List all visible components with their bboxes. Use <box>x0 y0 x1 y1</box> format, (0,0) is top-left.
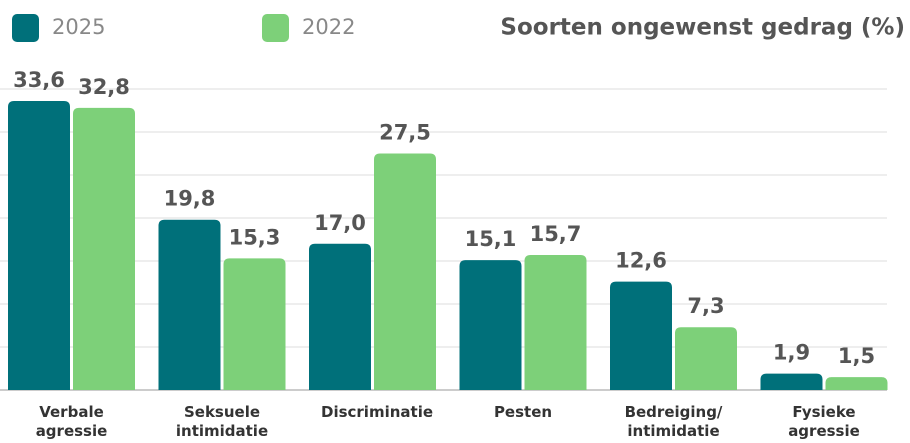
x-tick-label-box: Seksuele intimidatie <box>175 403 269 440</box>
bar <box>760 373 823 390</box>
bar <box>309 243 371 390</box>
bar <box>524 254 587 390</box>
value-label: 1,9 <box>773 341 810 365</box>
x-tick-label-box: Verbale agressie <box>35 403 108 440</box>
bar <box>610 281 672 390</box>
bar <box>223 258 286 390</box>
value-label: 15,7 <box>530 222 582 246</box>
legend-label: 2025 <box>52 15 105 39</box>
value-label: 15,1 <box>465 227 517 251</box>
legend-swatch <box>262 14 289 42</box>
x-tick-label-box: Fysieke agressie <box>788 403 860 440</box>
bar <box>825 377 888 390</box>
value-label: 17,0 <box>314 211 366 235</box>
bar <box>374 153 436 390</box>
value-label: 15,3 <box>229 225 281 249</box>
bar <box>675 327 737 390</box>
legend-label: 2022 <box>302 15 355 39</box>
x-tick-label: Verbale agressie <box>35 403 108 440</box>
value-label: 27,5 <box>379 121 431 145</box>
bar <box>158 219 221 390</box>
x-tick-label: Pesten <box>493 403 553 421</box>
value-label: 32,8 <box>78 75 130 99</box>
bar <box>73 107 135 391</box>
value-label: 7,3 <box>687 294 724 318</box>
legend-swatch <box>12 14 39 42</box>
x-tick-label: Seksuele intimidatie <box>175 403 269 440</box>
value-label: 1,5 <box>838 344 875 368</box>
bar <box>8 101 70 390</box>
x-tick-label-box: Bedreiging/ intimidatie <box>624 403 723 440</box>
x-tick-label: Bedreiging/ intimidatie <box>624 403 723 440</box>
x-tick-label-box: Pesten <box>493 403 553 421</box>
x-tick-label-box: Discriminatie <box>321 403 434 421</box>
bar <box>459 260 522 390</box>
chart-title: Soorten ongewenst gedrag (%) <box>500 15 905 41</box>
x-tick-label: Fysieke agressie <box>788 403 860 440</box>
value-label: 33,6 <box>13 68 65 92</box>
value-label: 19,8 <box>164 187 216 211</box>
x-tick-label: Discriminatie <box>321 403 434 421</box>
value-label: 12,6 <box>615 249 667 273</box>
